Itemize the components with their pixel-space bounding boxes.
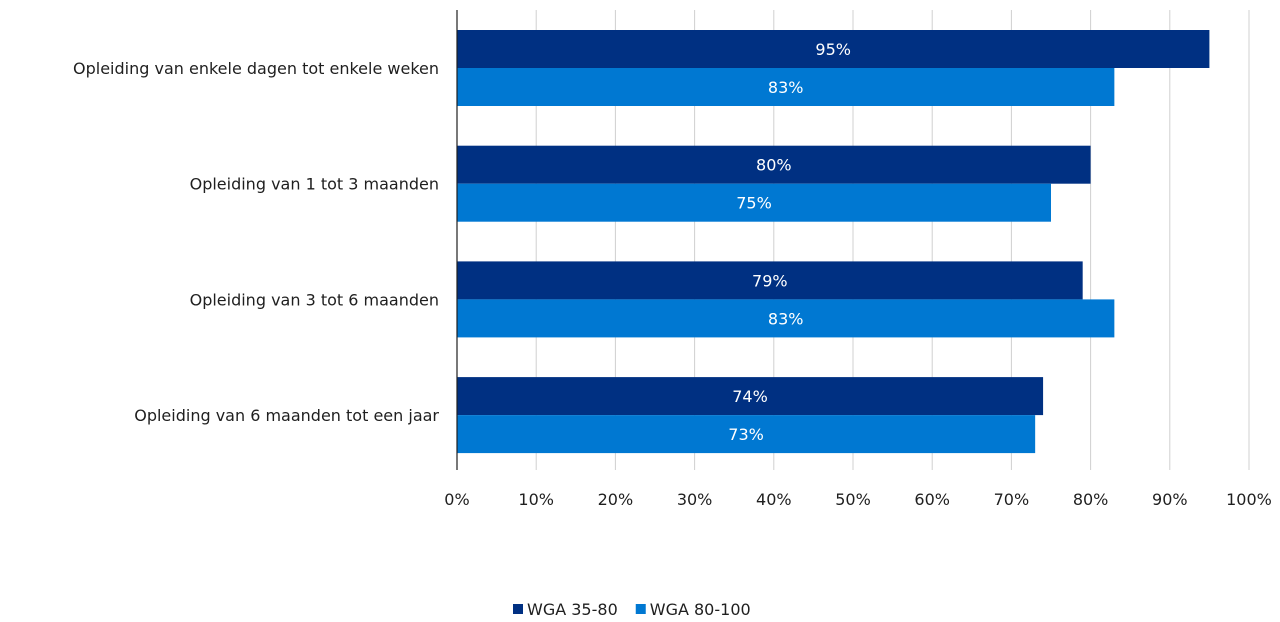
category-labels: Opleiding van enkele dagen tot enkele we… <box>73 59 439 425</box>
x-tick-label: 90% <box>1152 490 1188 509</box>
bars: 95% 83% 80% 75% 79% 83% 74% 73% <box>457 30 1210 454</box>
legend: WGA 35-80 WGA 80-100 <box>513 600 751 619</box>
x-tick-label: 50% <box>835 490 871 509</box>
category-label: Opleiding van 3 tot 6 maanden <box>190 290 439 309</box>
x-tick-label: 60% <box>914 490 950 509</box>
bar-value-label: 83% <box>768 78 804 97</box>
bar-wga-80-100-0 <box>457 68 1115 106</box>
x-tick-labels: 0% 10% 20% 30% 40% 50% 60% 70% 80% 90% 100% <box>444 490 1272 509</box>
x-tick-label: 30% <box>677 490 713 509</box>
x-tick-label: 0% <box>444 490 469 509</box>
legend-swatch-1 <box>635 604 646 614</box>
bar-wga-80-100-3 <box>457 415 1036 454</box>
bar-value-label: 83% <box>768 309 804 328</box>
bar-value-label: 80% <box>756 156 792 175</box>
x-tick-label: 80% <box>1073 490 1109 509</box>
bar-wga-80-100-2 <box>457 299 1115 338</box>
legend-label: WGA 35-80 <box>527 600 618 619</box>
bar-value-label: 73% <box>728 425 764 444</box>
x-tick-label: 100% <box>1226 490 1272 509</box>
bar-wga-35-80-3 <box>457 377 1044 416</box>
legend-label: WGA 80-100 <box>650 600 751 619</box>
bar-value-label: 74% <box>732 387 768 406</box>
x-tick-label: 20% <box>598 490 634 509</box>
bar-wga-80-100-1 <box>457 183 1051 222</box>
legend-swatch-0 <box>513 604 523 614</box>
bar-value-label: 95% <box>815 40 851 59</box>
x-tick-label: 10% <box>518 490 554 509</box>
bar-value-label: 75% <box>736 194 772 213</box>
category-label: Opleiding van 6 maanden tot een jaar <box>134 406 439 425</box>
category-label: Opleiding van 1 tot 3 maanden <box>190 175 439 194</box>
category-label: Opleiding van enkele dagen tot enkele we… <box>73 59 439 78</box>
bar-value-label: 79% <box>752 271 788 290</box>
bar-wga-35-80-2 <box>457 261 1083 300</box>
bar-wga-35-80-1 <box>457 145 1091 184</box>
x-tick-label: 40% <box>756 490 792 509</box>
x-tick-label: 70% <box>994 490 1030 509</box>
bar-wga-35-80-0 <box>457 30 1210 68</box>
